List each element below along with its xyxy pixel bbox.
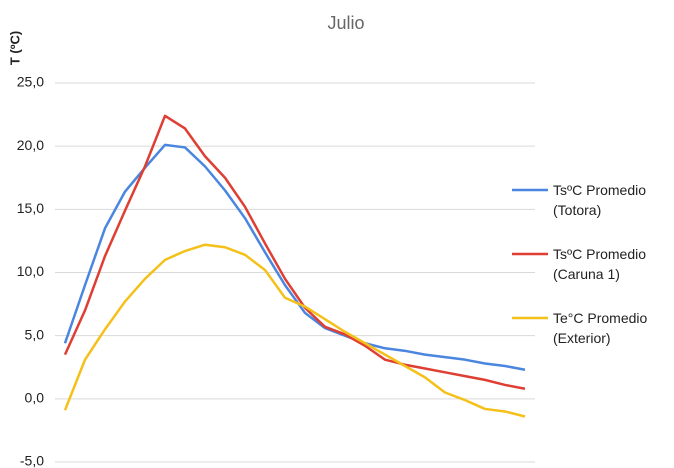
y-tick-label: 10,0 xyxy=(17,263,44,279)
y-tick-label: -5,0 xyxy=(20,453,44,468)
series-line xyxy=(63,114,526,390)
y-axis-label: T (ºC) xyxy=(7,31,22,65)
y-tick-label: 25,0 xyxy=(17,74,44,90)
legend-entry: Te°C Promedio (Exterior) xyxy=(553,310,648,346)
y-tick-label: 15,0 xyxy=(17,200,44,216)
series-line xyxy=(63,243,526,418)
legend-entry: TsºC Promedio (Caruna 1) xyxy=(553,246,647,282)
chart-title: Julio xyxy=(327,13,364,33)
y-tick-label: 0,0 xyxy=(25,390,45,406)
y-tick-label: 5,0 xyxy=(25,326,45,342)
y-tick-label: 20,0 xyxy=(17,137,44,153)
legend-entry: TsºC Promedio (Totora) xyxy=(553,182,647,218)
